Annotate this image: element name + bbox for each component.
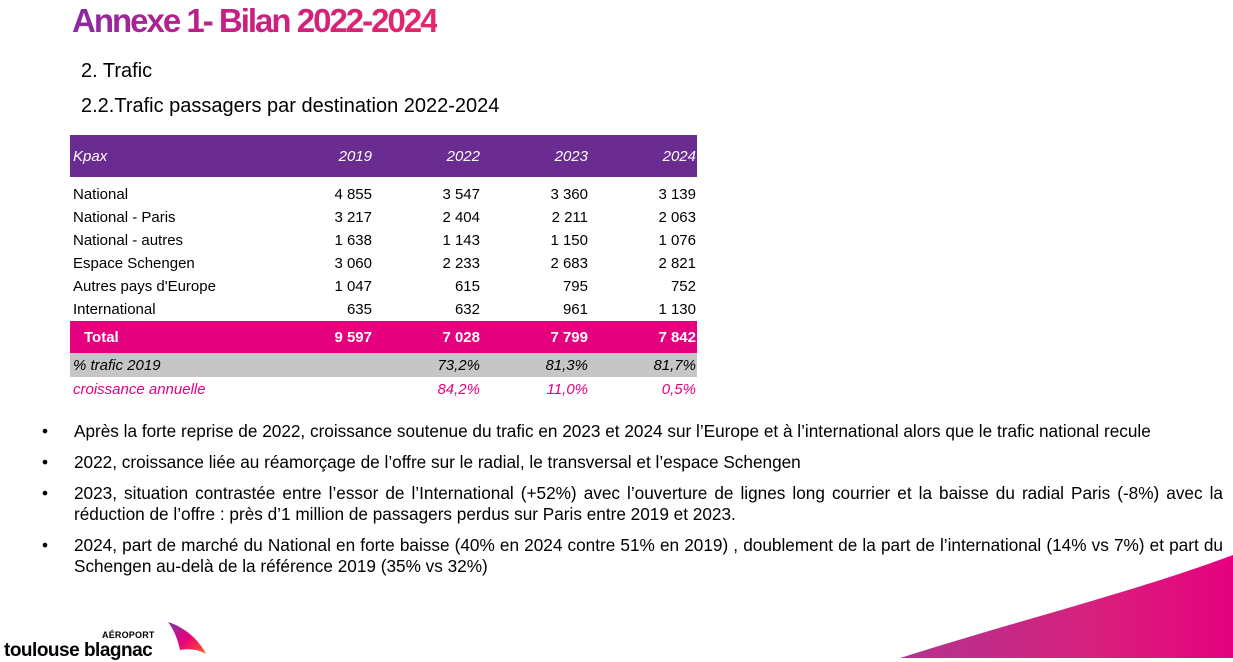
list-item: • Après la forte reprise de 2022, croiss… xyxy=(40,421,1223,442)
header-2022: 2022 xyxy=(372,135,480,177)
header-kpax: Kpax xyxy=(70,135,264,177)
section-heading: 2. Trafic xyxy=(81,60,153,82)
bullet-list: • Après la forte reprise de 2022, croiss… xyxy=(40,421,1223,587)
list-item: • 2023, situation contrastée entre l’ess… xyxy=(40,483,1223,525)
pct-2023: 81,3% xyxy=(480,353,588,377)
cell-2022: 3 547 xyxy=(442,186,480,203)
table-row: Autres pays d'Europe 1 047 615 795 752 xyxy=(70,275,697,298)
cell-2024: 3 139 xyxy=(658,186,696,203)
pct-label: % trafic 2019 xyxy=(70,353,264,377)
total-2023: 7 799 xyxy=(480,321,588,353)
cell-2019: 4 855 xyxy=(334,186,372,203)
logo-name: toulouse blagnac xyxy=(4,640,153,661)
cell-2024: 2 821 xyxy=(658,255,696,272)
cell-2019: 1 047 xyxy=(334,278,372,295)
logo-wing-icon xyxy=(168,622,206,654)
bullet-text: 2022, croissance liée au réamorçage de l… xyxy=(74,452,801,472)
cell-2022: 2 233 xyxy=(442,255,480,272)
bullet-text: Après la forte reprise de 2022, croissan… xyxy=(74,421,1151,441)
cell-2019: 1 638 xyxy=(334,232,372,249)
table-row: National - Paris 3 217 2 404 2 211 2 063 xyxy=(70,206,697,229)
total-label: Total xyxy=(70,321,264,353)
table-row: National - autres 1 638 1 143 1 150 1 07… xyxy=(70,229,697,252)
pct-2022: 73,2% xyxy=(372,353,480,377)
cell-2022: 615 xyxy=(454,278,480,295)
growth-row: croissance annuelle 84,2% 11,0% 0,5% xyxy=(70,377,697,401)
bullet-icon: • xyxy=(42,483,49,503)
row-label: International xyxy=(73,301,156,318)
cell-2023: 1 150 xyxy=(550,232,588,249)
cell-2023: 961 xyxy=(562,301,588,318)
list-item: • 2024, part de marché du National en fo… xyxy=(40,535,1223,577)
total-2019: 9 597 xyxy=(264,321,372,353)
list-item: • 2022, croissance liée au réamorçage de… xyxy=(40,452,1223,473)
cell-2022: 2 404 xyxy=(442,209,480,226)
pct-2024: 81,7% xyxy=(588,353,697,377)
growth-2019 xyxy=(264,377,372,401)
pct-traffic-row: % trafic 2019 73,2% 81,3% 81,7% xyxy=(70,353,697,377)
header-2024: 2024 xyxy=(588,135,697,177)
cell-2023: 2 683 xyxy=(550,255,588,272)
cell-2022: 1 143 xyxy=(442,232,480,249)
growth-label: croissance annuelle xyxy=(73,380,206,398)
growth-2024: 0,5% xyxy=(661,380,696,398)
page-title: Annexe 1- Bilan 2022-2024 xyxy=(72,0,439,42)
cell-2024: 1 076 xyxy=(658,232,696,249)
cell-2023: 2 211 xyxy=(551,209,588,226)
cell-2019: 3 060 xyxy=(334,255,372,272)
bullet-icon: • xyxy=(42,452,49,472)
cell-2024: 1 130 xyxy=(658,301,696,318)
header-2019: 2019 xyxy=(264,135,372,177)
total-row: Total 9 597 7 028 7 799 7 842 xyxy=(70,321,697,353)
cell-2019: 3 217 xyxy=(334,209,372,226)
row-label: National - autres xyxy=(73,232,184,249)
row-label: Autres pays d'Europe xyxy=(73,278,216,295)
traffic-table: Kpax 2019 2022 2023 2024 National 4 855 … xyxy=(70,135,697,401)
subsection-heading: 2.2.Trafic passagers par destination 202… xyxy=(81,95,500,117)
bullet-icon: • xyxy=(42,421,49,441)
growth-2023: 11,0% xyxy=(546,380,588,398)
total-2022: 7 028 xyxy=(372,321,480,353)
bullet-text: 2023, situation contrastée entre l’essor… xyxy=(74,483,1223,524)
table-header-row: Kpax 2019 2022 2023 2024 xyxy=(70,135,697,177)
logo-tagline: AÉROPORT xyxy=(102,630,155,640)
pct-2019 xyxy=(264,353,372,377)
header-2023: 2023 xyxy=(480,135,588,177)
bullet-text: 2024, part de marché du National en fort… xyxy=(74,535,1223,576)
table-row: International 635 632 961 1 130 xyxy=(70,298,697,321)
cell-2022: 632 xyxy=(454,301,480,318)
growth-2022: 84,2% xyxy=(437,380,480,398)
total-2024: 7 842 xyxy=(588,321,697,353)
table-row: Espace Schengen 3 060 2 233 2 683 2 821 xyxy=(70,252,697,275)
cell-2019: 635 xyxy=(346,301,372,318)
row-label: National - Paris xyxy=(73,209,176,226)
row-label: Espace Schengen xyxy=(73,255,195,272)
cell-2023: 3 360 xyxy=(550,186,588,203)
cell-2024: 2 063 xyxy=(658,209,696,226)
bullet-icon: • xyxy=(42,535,49,555)
cell-2023: 795 xyxy=(562,278,588,295)
cell-2024: 752 xyxy=(670,278,696,295)
row-label: National xyxy=(73,186,129,203)
table-row: National 4 855 3 547 3 360 3 139 xyxy=(70,177,697,206)
